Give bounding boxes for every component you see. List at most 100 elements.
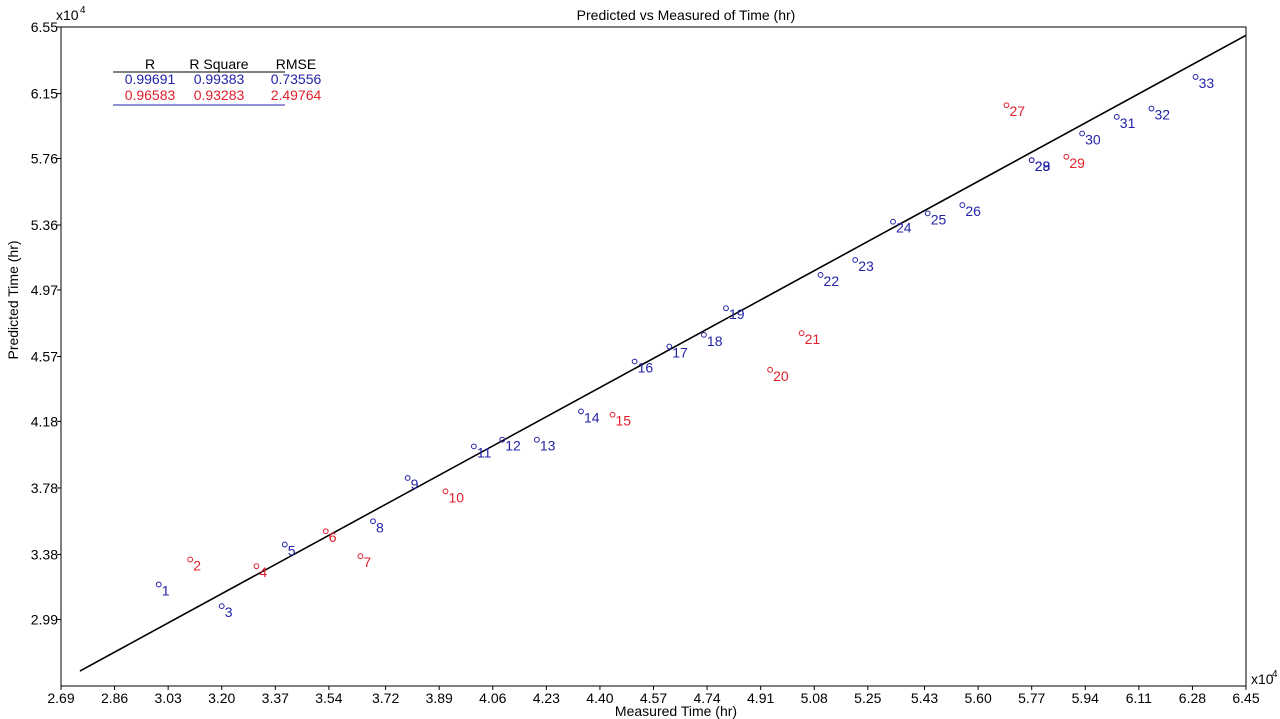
- x-tick-label: 6.28: [1179, 690, 1206, 706]
- data-point: [1028, 157, 1035, 164]
- y-axis-label: Predicted Time (hr): [5, 240, 21, 359]
- data-point-label: 33: [1199, 75, 1215, 91]
- data-point-label: 23: [858, 258, 874, 274]
- data-point: [322, 528, 329, 535]
- plot-frame: [60, 26, 1247, 687]
- x-tick-label: 4.57: [640, 690, 667, 706]
- y-axis-ticks: 2.99 3.38 3.78 4.18 4.57 4.97 5.36 5.76 6.15 6.55: [31, 19, 61, 627]
- x-tick-label: 3.37: [262, 690, 289, 706]
- data-point-label: 14: [584, 409, 600, 425]
- data-point: [218, 603, 225, 610]
- x-tick-label: 5.60: [964, 690, 991, 706]
- chart-title: Predicted vs Measured of Time (hr): [577, 7, 796, 23]
- svg-text:x10: x10: [56, 7, 79, 23]
- stats-header: R Square: [189, 56, 248, 72]
- data-point: [666, 343, 673, 350]
- y-tick-label: 3.78: [31, 480, 58, 496]
- data-point-label: 2: [193, 558, 201, 574]
- data-point-label: 17: [672, 345, 688, 361]
- x-tick-label: 3.89: [426, 690, 453, 706]
- stats-cell: 0.93283: [194, 87, 245, 103]
- stats-header: R: [145, 56, 155, 72]
- data-point: [370, 518, 376, 525]
- data-point-label: 21: [805, 331, 821, 347]
- data-point: [959, 202, 966, 208]
- stats-cell: 0.99691: [125, 71, 176, 87]
- data-point-label: 15: [616, 413, 632, 429]
- x-tick-label: 5.77: [1018, 690, 1045, 706]
- data-point: [155, 581, 162, 588]
- data-point: [187, 556, 194, 563]
- x-tick-label: 4.23: [533, 690, 560, 706]
- data-point: [1192, 74, 1199, 80]
- data-point: [404, 475, 411, 481]
- x-tick-label: 2.86: [101, 690, 128, 706]
- data-point: [442, 488, 449, 495]
- data-point-label: 11: [477, 444, 492, 460]
- data-point: [533, 436, 540, 443]
- data-point-label: 22: [824, 273, 840, 289]
- data-point: [852, 257, 859, 263]
- regression-line: [79, 34, 1247, 672]
- data-point-label: 24: [896, 220, 912, 236]
- data-point: [357, 553, 364, 560]
- data-point-label: 8: [376, 519, 384, 535]
- fit-line: [79, 34, 1247, 672]
- data-point: [578, 408, 584, 415]
- data-point-label: 9: [411, 476, 419, 492]
- data-point: [1079, 130, 1086, 137]
- data-point: [1113, 113, 1120, 120]
- stats-cell: 0.73556: [271, 71, 322, 87]
- data-point-label: 32: [1154, 107, 1170, 123]
- y-tick-label: 2.99: [31, 611, 58, 627]
- data-point: [767, 366, 774, 373]
- x-tick-label: 5.94: [1072, 690, 1099, 706]
- x-tick-label: 5.43: [911, 690, 938, 706]
- data-point: [890, 218, 896, 225]
- stats-header: RMSE: [276, 56, 316, 72]
- x-tick-label: 3.54: [315, 690, 342, 706]
- data-point-label: 25: [931, 211, 947, 227]
- x-tick-label: 4.74: [693, 690, 720, 706]
- data-point-label: 4: [259, 564, 267, 580]
- data-point-label: 29: [1069, 155, 1085, 171]
- x-axis-label: Measured Time (hr): [615, 703, 737, 719]
- x-tick-label: 5.25: [854, 690, 881, 706]
- data-point-label: 19: [729, 306, 745, 322]
- data-point: [924, 210, 931, 217]
- y-exponent: x10 4: [56, 5, 86, 23]
- data-point-label: 20: [773, 368, 789, 384]
- data-point-label: 5: [288, 543, 296, 559]
- svg-text:4: 4: [1272, 669, 1278, 680]
- data-point: [817, 272, 824, 278]
- y-tick-label: 6.15: [31, 86, 58, 102]
- y-tick-label: 3.38: [31, 547, 58, 563]
- data-point-label: 12: [505, 438, 521, 454]
- y-tick-label: 5.36: [31, 217, 58, 233]
- y-tick-label: 4.57: [31, 349, 58, 365]
- stats-cell: 0.99383: [194, 71, 245, 87]
- data-point: [281, 541, 288, 548]
- stats-table: R R Square RMSE 0.99691 0.99383 0.73556 0.9658…: [113, 56, 322, 106]
- data-point: [723, 305, 729, 312]
- data-point-label: 18: [707, 333, 723, 349]
- data-point: [1003, 102, 1010, 109]
- x-tick-label: 2.69: [47, 690, 74, 706]
- y-tick-label: 5.76: [31, 150, 58, 166]
- data-point-label: 27: [1009, 103, 1025, 119]
- x-tick-label: 6.11: [1126, 690, 1152, 706]
- data-point-label: 31: [1120, 115, 1136, 131]
- x-tick-label: 5.08: [801, 690, 828, 706]
- x-tick-label: 4.91: [747, 690, 774, 706]
- data-point: [499, 436, 506, 443]
- data-point: [1148, 105, 1155, 112]
- data-point: [1063, 153, 1070, 160]
- stats-cell: 2.49764: [271, 87, 322, 103]
- data-point-label: 7: [363, 554, 371, 570]
- stats-cell: 0.96583: [125, 87, 176, 103]
- data-point-label: 1: [162, 582, 170, 598]
- y-tick-label: 6.55: [31, 19, 58, 35]
- data-point-label: 26: [965, 203, 981, 219]
